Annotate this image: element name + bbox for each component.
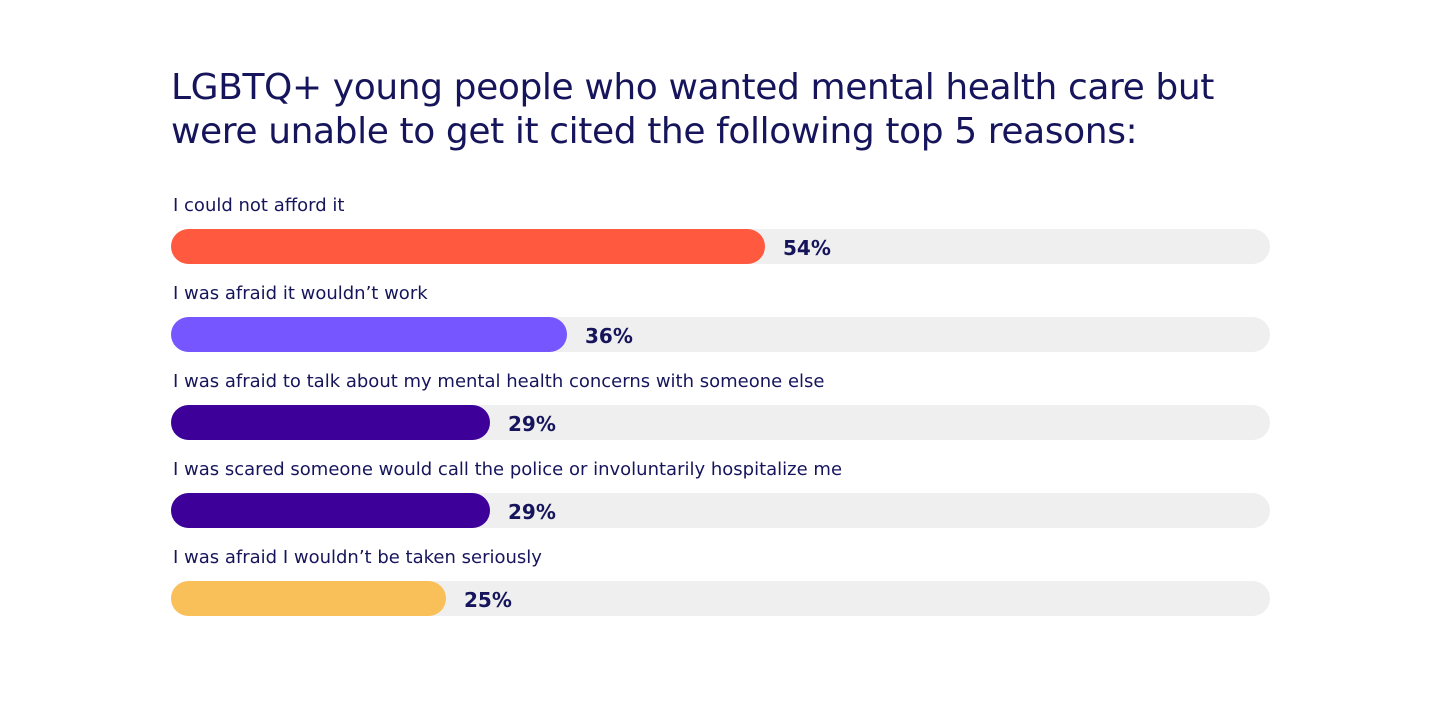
- bar: [171, 405, 490, 440]
- bar-row: I could not afford it 54%: [171, 194, 1270, 282]
- bar: [171, 229, 765, 264]
- bar-label: I was afraid I wouldn’t be taken serious…: [173, 547, 542, 568]
- bar-label: I could not afford it: [173, 195, 345, 216]
- bar-chart: I could not afford it 54% I was afraid i…: [171, 194, 1270, 634]
- bar-track: 25%: [171, 581, 1270, 616]
- bar-track: 29%: [171, 493, 1270, 528]
- bar-value-label: 36%: [585, 324, 633, 348]
- bar-label: I was scared someone would call the poli…: [173, 459, 843, 480]
- bar: [171, 581, 446, 616]
- bar-row: I was scared someone would call the poli…: [171, 458, 1270, 546]
- bar-row: I was afraid I wouldn’t be taken serious…: [171, 546, 1270, 634]
- bar-value-label: 29%: [508, 412, 556, 436]
- bar-track: 54%: [171, 229, 1270, 264]
- bar-value-label: 25%: [464, 588, 512, 612]
- bar: [171, 317, 567, 352]
- bar: [171, 493, 490, 528]
- chart-title: LGBTQ+ young people who wanted mental he…: [171, 67, 1215, 152]
- bar-label: I was afraid it wouldn’t work: [173, 283, 428, 304]
- bar-row: I was afraid to talk about my mental hea…: [171, 370, 1270, 458]
- bar-row: I was afraid it wouldn’t work 36%: [171, 282, 1270, 370]
- bar-label: I was afraid to talk about my mental hea…: [173, 371, 825, 392]
- bar-track: 29%: [171, 405, 1270, 440]
- bar-track: 36%: [171, 317, 1270, 352]
- bar-value-label: 29%: [508, 500, 556, 524]
- bar-value-label: 54%: [783, 236, 831, 260]
